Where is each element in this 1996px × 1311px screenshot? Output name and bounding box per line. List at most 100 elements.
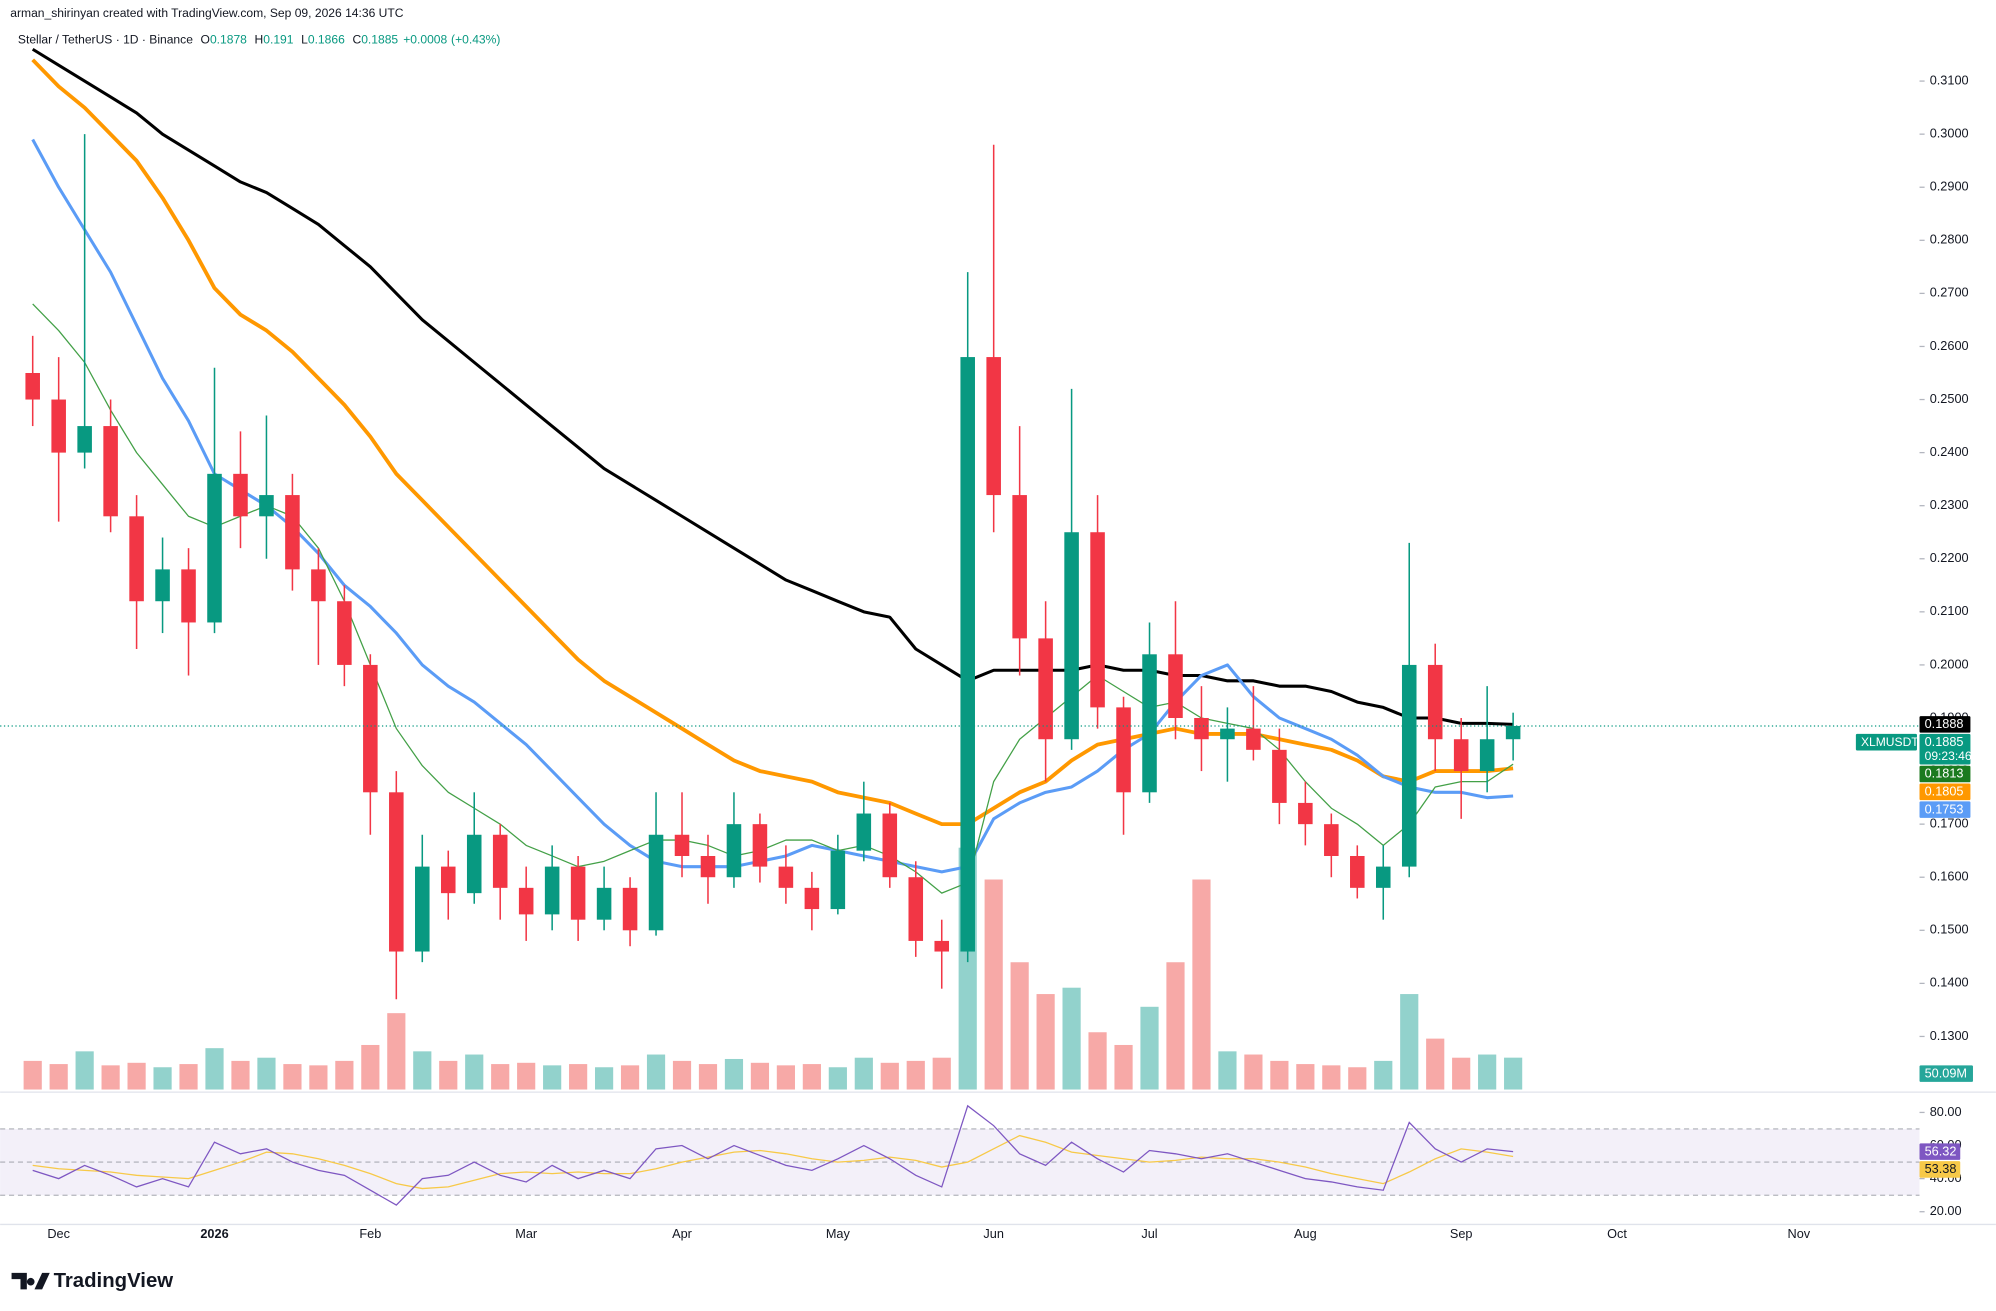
quote-key: C	[352, 33, 361, 47]
quote-value: 0.1885	[361, 33, 398, 47]
symbol-header: Stellar / TetherUS · 1D · Binance O0.1878…	[18, 33, 500, 47]
candle-body	[1350, 855, 1365, 888]
volume-bar	[1478, 1054, 1497, 1090]
candle-body	[466, 834, 482, 894]
volume-bar	[776, 1065, 795, 1090]
volume-bar	[23, 1060, 42, 1090]
candle-body	[908, 877, 924, 941]
rsi-tick-label: 80.00	[1930, 1104, 1962, 1119]
symbol-label: XLMUSDT	[1861, 735, 1919, 749]
volume-bar	[906, 1060, 925, 1090]
candle-body	[778, 866, 794, 888]
y-tick-label: 0.1700	[1930, 816, 1969, 831]
volume-bar	[724, 1058, 744, 1090]
price-label: 0.1813	[1925, 766, 1964, 781]
candle-body	[934, 940, 950, 952]
y-tick-label: 0.2300	[1930, 497, 1969, 512]
volume-bar	[1374, 1060, 1393, 1090]
volume-bar	[1426, 1038, 1445, 1090]
candle-body	[1298, 802, 1313, 825]
moving-average	[31, 47, 1514, 726]
x-tick-label: Sep	[1450, 1226, 1473, 1241]
volume-bar	[1504, 1057, 1523, 1090]
candle-body	[622, 887, 638, 931]
candle-body	[207, 473, 222, 623]
candle-body	[181, 569, 196, 623]
volume-bar	[1218, 1051, 1237, 1090]
candle-body	[1324, 824, 1339, 856]
volume-bar	[491, 1064, 510, 1090]
volume-bar	[231, 1060, 250, 1090]
quote-value: 0.1878	[210, 33, 247, 47]
candle-body	[960, 357, 975, 952]
candle-body	[518, 887, 534, 915]
volume-bar	[1270, 1060, 1289, 1090]
volume-bar	[1244, 1054, 1263, 1090]
price-label-bg	[1919, 801, 1971, 818]
candle-body	[1090, 532, 1105, 708]
candle-body	[882, 813, 898, 878]
candle-body	[1401, 664, 1417, 867]
symbol-label-bg	[1855, 733, 1917, 751]
candle-body	[77, 426, 92, 453]
candle-body	[1064, 532, 1079, 740]
y-tick-label: 0.2600	[1930, 338, 1969, 353]
volume-bar	[932, 1057, 951, 1090]
volume-bar	[179, 1064, 198, 1090]
volume-bar	[1166, 962, 1185, 1090]
volume-bar	[1452, 1057, 1471, 1090]
candle-body	[1427, 664, 1443, 740]
x-tick-label: Aug	[1294, 1226, 1317, 1241]
x-tick-label: Mar	[515, 1226, 538, 1241]
candle-body	[1220, 728, 1235, 740]
y-tick-label: 0.2400	[1930, 444, 1969, 459]
x-tick-label: Apr	[672, 1226, 693, 1241]
y-tick-label: 0.3000	[1930, 126, 1969, 141]
volume-bar	[153, 1067, 172, 1090]
y-tick-label: 0.2500	[1930, 391, 1969, 406]
candle-body	[700, 855, 716, 878]
candle-body	[674, 834, 690, 856]
candle-body	[752, 824, 768, 867]
volume-bar	[828, 1067, 847, 1090]
candle-body	[986, 357, 1001, 496]
candle-body	[415, 866, 430, 952]
countdown: 09:23:46	[1925, 749, 1972, 763]
change-pct: (+0.43%)	[451, 33, 500, 47]
change: +0.0008	[403, 33, 447, 47]
volume-bar	[1140, 1006, 1159, 1090]
candle-body	[285, 495, 300, 570]
symbol-title: Stellar / TetherUS · 1D · Binance	[18, 33, 193, 47]
y-tick-label: 0.2000	[1930, 656, 1969, 671]
volume-bar	[387, 1013, 406, 1090]
volume-bar	[49, 1064, 68, 1090]
volume-bar	[620, 1065, 640, 1090]
candle-body	[337, 601, 352, 665]
candle-body	[596, 887, 612, 920]
y-tick-label: 0.3100	[1930, 72, 1969, 87]
candle-body	[1246, 728, 1261, 750]
x-tick-label: Nov	[1788, 1226, 1811, 1241]
volume-bar	[1400, 994, 1419, 1090]
candle-body	[1142, 654, 1157, 793]
candle-body	[51, 399, 66, 453]
candle-body	[856, 813, 872, 851]
x-tick-label: 2026	[200, 1226, 228, 1241]
volume-bar	[1296, 1064, 1315, 1090]
logo: TradingView	[11, 1270, 173, 1292]
quote-key: H	[255, 33, 264, 47]
volume-bar	[283, 1064, 302, 1090]
y-tick-label: 0.1500	[1930, 922, 1969, 937]
candle-body	[259, 495, 274, 517]
price-label: 0.1805	[1925, 784, 1964, 799]
volume-bar	[517, 1062, 536, 1090]
volume-bar	[698, 1064, 718, 1090]
candle-body	[25, 372, 40, 400]
price-label: 0.1753	[1925, 801, 1964, 816]
volume-label-bg	[1919, 1065, 1973, 1082]
rsi-tick-label: 20.00	[1930, 1203, 1962, 1218]
volume-bar	[1114, 1044, 1133, 1090]
rsi-value-label: 56.32	[1925, 1143, 1957, 1158]
rsi-ma-value-label-bg	[1919, 1161, 1961, 1178]
